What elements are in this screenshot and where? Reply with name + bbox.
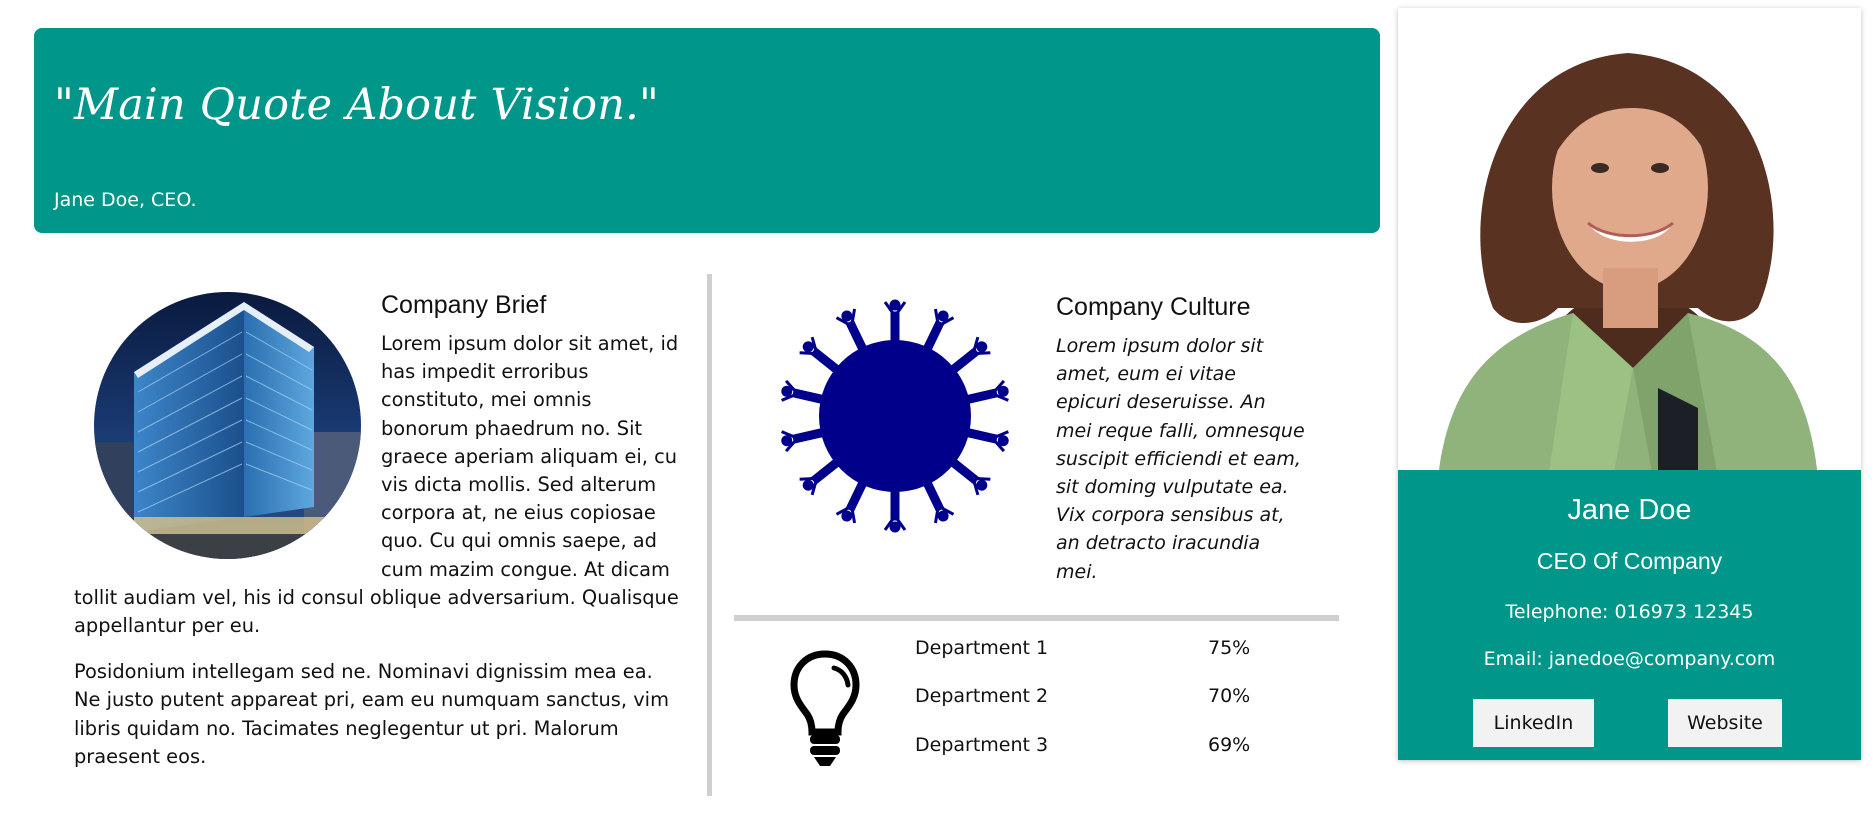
department-row: Department 3 69% (915, 734, 1275, 764)
brief-paragraph: Lorem ipsum dolor sit amet, id has imped… (74, 332, 679, 638)
department-name: Department 2 (915, 685, 1049, 707)
people-circle-icon (770, 288, 1020, 538)
department-name: Department 1 (915, 637, 1049, 659)
building-image (94, 292, 361, 559)
website-button[interactable]: Website (1668, 699, 1782, 747)
culture-text: Lorem ipsum dolor sit amet, eum ei vitae… (1056, 335, 1305, 583)
department-percent: 69% (1208, 734, 1251, 756)
company-culture-title: Company Culture (1056, 293, 1251, 321)
quote-attribution: Jane Doe, CEO. (54, 189, 197, 211)
linkedin-button[interactable]: LinkedIn (1473, 699, 1594, 747)
profile-email: Email: janedoe@company.com (1483, 648, 1776, 670)
horizontal-divider (734, 615, 1339, 621)
lightbulb-icon (790, 650, 860, 768)
company-brief-title: Company Brief (381, 291, 547, 319)
company-culture-section: Company Culture Lorem ipsum dolor sit am… (1056, 290, 1306, 586)
main-quote: "Main Quote About Vision." (54, 80, 659, 130)
department-percent: 75% (1208, 637, 1251, 659)
profile-name: Jane Doe (1567, 494, 1692, 526)
brief-paragraph: Posidonium intellegam sed ne. Nominavi d… (74, 660, 669, 768)
profile-info: Jane Doe CEO Of Company Telephone: 01697… (1398, 470, 1861, 760)
department-percent: 70% (1208, 685, 1251, 707)
vertical-divider (707, 274, 712, 796)
quote-banner: "Main Quote About Vision." Jane Doe, CEO… (34, 28, 1380, 233)
department-row: Department 2 70% (915, 685, 1275, 715)
company-brief-section: Company Brief Lorem ipsum dolor sit amet… (74, 288, 684, 789)
profile-telephone: Telephone: 016973 12345 (1505, 601, 1754, 623)
profile-card: Jane Doe CEO Of Company Telephone: 01697… (1398, 8, 1861, 760)
profile-photo (1398, 8, 1861, 470)
department-row: Department 1 75% (915, 637, 1275, 667)
department-name: Department 3 (915, 734, 1049, 756)
profile-job-title: CEO Of Company (1536, 548, 1723, 574)
